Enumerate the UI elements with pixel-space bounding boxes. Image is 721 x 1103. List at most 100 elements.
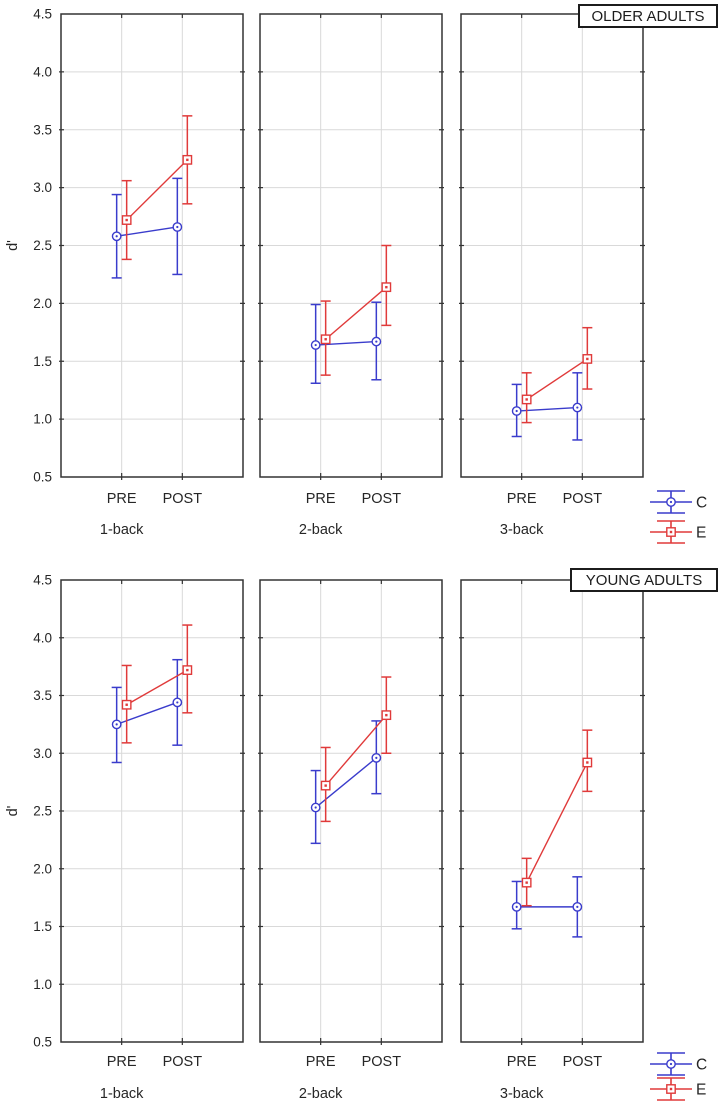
marker-center-dot <box>176 225 179 229</box>
subplot-label: 2-back <box>299 1086 343 1102</box>
y-tick-label: 4.5 <box>33 573 52 588</box>
marker-center-dot <box>314 806 317 809</box>
x-tick-label-post: POST <box>362 491 402 507</box>
y-tick-label: 1.5 <box>33 354 52 369</box>
legend-label-E: E <box>696 525 706 542</box>
y-tick-label: 3.0 <box>33 180 52 195</box>
x-tick-label-post: POST <box>163 491 203 507</box>
marker-center-dot <box>375 756 378 759</box>
marker-center-dot <box>324 338 327 341</box>
series-E <box>320 676 392 823</box>
y-tick-label: 4.0 <box>33 64 52 79</box>
marker-center-dot <box>115 723 118 726</box>
x-tick-label-pre: PRE <box>306 491 336 507</box>
subplot-1-back: PRE POST 1-back <box>59 579 245 1102</box>
subplot-label: 3-back <box>500 1086 544 1102</box>
panel-title-older-adults: OLDER ADULTS <box>578 4 718 28</box>
legend: CE <box>650 1052 707 1101</box>
series-line <box>325 286 387 340</box>
marker-center-dot <box>324 784 327 787</box>
subplot-label: 1-back <box>100 1086 144 1102</box>
x-tick-label-pre: PRE <box>507 491 537 507</box>
marker-center-dot <box>176 701 179 704</box>
y-tick-label: 4.0 <box>33 630 52 645</box>
series-E <box>121 624 193 744</box>
x-tick-label-pre: PRE <box>107 1054 137 1070</box>
series-E <box>521 326 593 424</box>
series-E <box>320 244 392 376</box>
series-C <box>511 372 583 441</box>
y-tick-label: 0.5 <box>33 470 52 485</box>
legend-marker-center-dot <box>669 1062 673 1066</box>
x-tick-label-post: POST <box>163 1054 203 1070</box>
marker-center-dot <box>385 285 388 289</box>
marker-center-dot <box>525 881 528 884</box>
subplot-2-back: PRE POST 2-back <box>258 13 444 538</box>
legend-marker-center-dot <box>669 500 673 504</box>
x-tick-label-post: POST <box>362 1054 402 1070</box>
x-tick-label-pre: PRE <box>507 1054 537 1070</box>
legend-label-C: C <box>696 1057 707 1074</box>
series-line <box>526 358 588 401</box>
x-tick-label-pre: PRE <box>107 491 137 507</box>
y-tick-label: 3.5 <box>33 688 52 703</box>
y-axis-label: d' <box>5 240 21 251</box>
panel-title-young-adults: YOUNG ADULTS <box>570 568 718 592</box>
y-tick-label: 2.0 <box>33 861 52 876</box>
y-tick-label: 2.0 <box>33 296 52 311</box>
marker-center-dot <box>515 409 518 413</box>
marker-center-dot <box>186 668 189 672</box>
y-tick-label: 2.5 <box>33 238 52 253</box>
y-axis-label: d' <box>5 805 21 816</box>
y-tick-label: 2.5 <box>33 804 52 819</box>
marker-center-dot <box>115 235 118 238</box>
y-tick-label: 0.5 <box>33 1035 52 1050</box>
subplot-1-back: PRE POST 1-back <box>59 13 245 538</box>
y-tick-label: 4.5 <box>33 7 52 22</box>
marker-center-dot <box>586 357 589 361</box>
series-line <box>126 669 188 706</box>
panel-young-adults: d' 0.5 1.0 1.5 2.0 2.5 3.0 3.5 4.0 4.5 PRE POST 1-ba… <box>5 573 707 1103</box>
legend-marker-center-dot <box>669 1087 673 1091</box>
marker-center-dot <box>314 343 317 347</box>
legend-label-C: C <box>696 495 707 512</box>
series-C <box>111 658 183 764</box>
legend-entry-E: E <box>650 1077 706 1101</box>
x-tick-label-post: POST <box>563 1054 603 1070</box>
y-tick-label: 1.0 <box>33 412 52 427</box>
marker-center-dot <box>385 713 388 717</box>
series-C <box>511 876 583 938</box>
marker-center-dot <box>125 703 128 706</box>
subplot-label: 3-back <box>500 522 544 538</box>
marker-center-dot <box>515 905 518 908</box>
marker-center-dot <box>525 398 528 401</box>
marker-center-dot <box>576 905 579 908</box>
marker-center-dot <box>125 218 128 222</box>
legend-label-E: E <box>696 1082 706 1099</box>
x-tick-label-pre: PRE <box>306 1054 336 1070</box>
marker-center-dot <box>576 406 579 409</box>
subplot-3-back: PRE POST 3-back <box>459 13 645 538</box>
series-line <box>126 159 188 221</box>
y-tick-label: 1.0 <box>33 977 52 992</box>
subplot-label: 2-back <box>299 522 343 538</box>
legend-entry-E: E <box>650 520 706 544</box>
legend-entry-C: C <box>650 490 707 514</box>
series-line <box>325 714 387 787</box>
legend: CE <box>650 490 707 544</box>
subplot-2-back: PRE POST 2-back <box>258 579 444 1102</box>
y-tick-label: 1.5 <box>33 919 52 934</box>
x-tick-label-post: POST <box>563 491 603 507</box>
legend-marker-center-dot <box>669 530 673 534</box>
marker-center-dot <box>586 761 589 764</box>
series-line <box>526 762 588 883</box>
series-E <box>121 115 193 261</box>
series-E <box>521 729 593 907</box>
subplot-3-back: PRE POST 3-back <box>459 579 645 1102</box>
y-tick-label: 3.0 <box>33 746 52 761</box>
subplot-label: 1-back <box>100 522 144 538</box>
panel-older-adults: d' 0.5 1.0 1.5 2.0 2.5 3.0 3.5 4.0 4.5 PRE POST 1-ba… <box>5 7 707 544</box>
marker-center-dot <box>186 158 189 162</box>
